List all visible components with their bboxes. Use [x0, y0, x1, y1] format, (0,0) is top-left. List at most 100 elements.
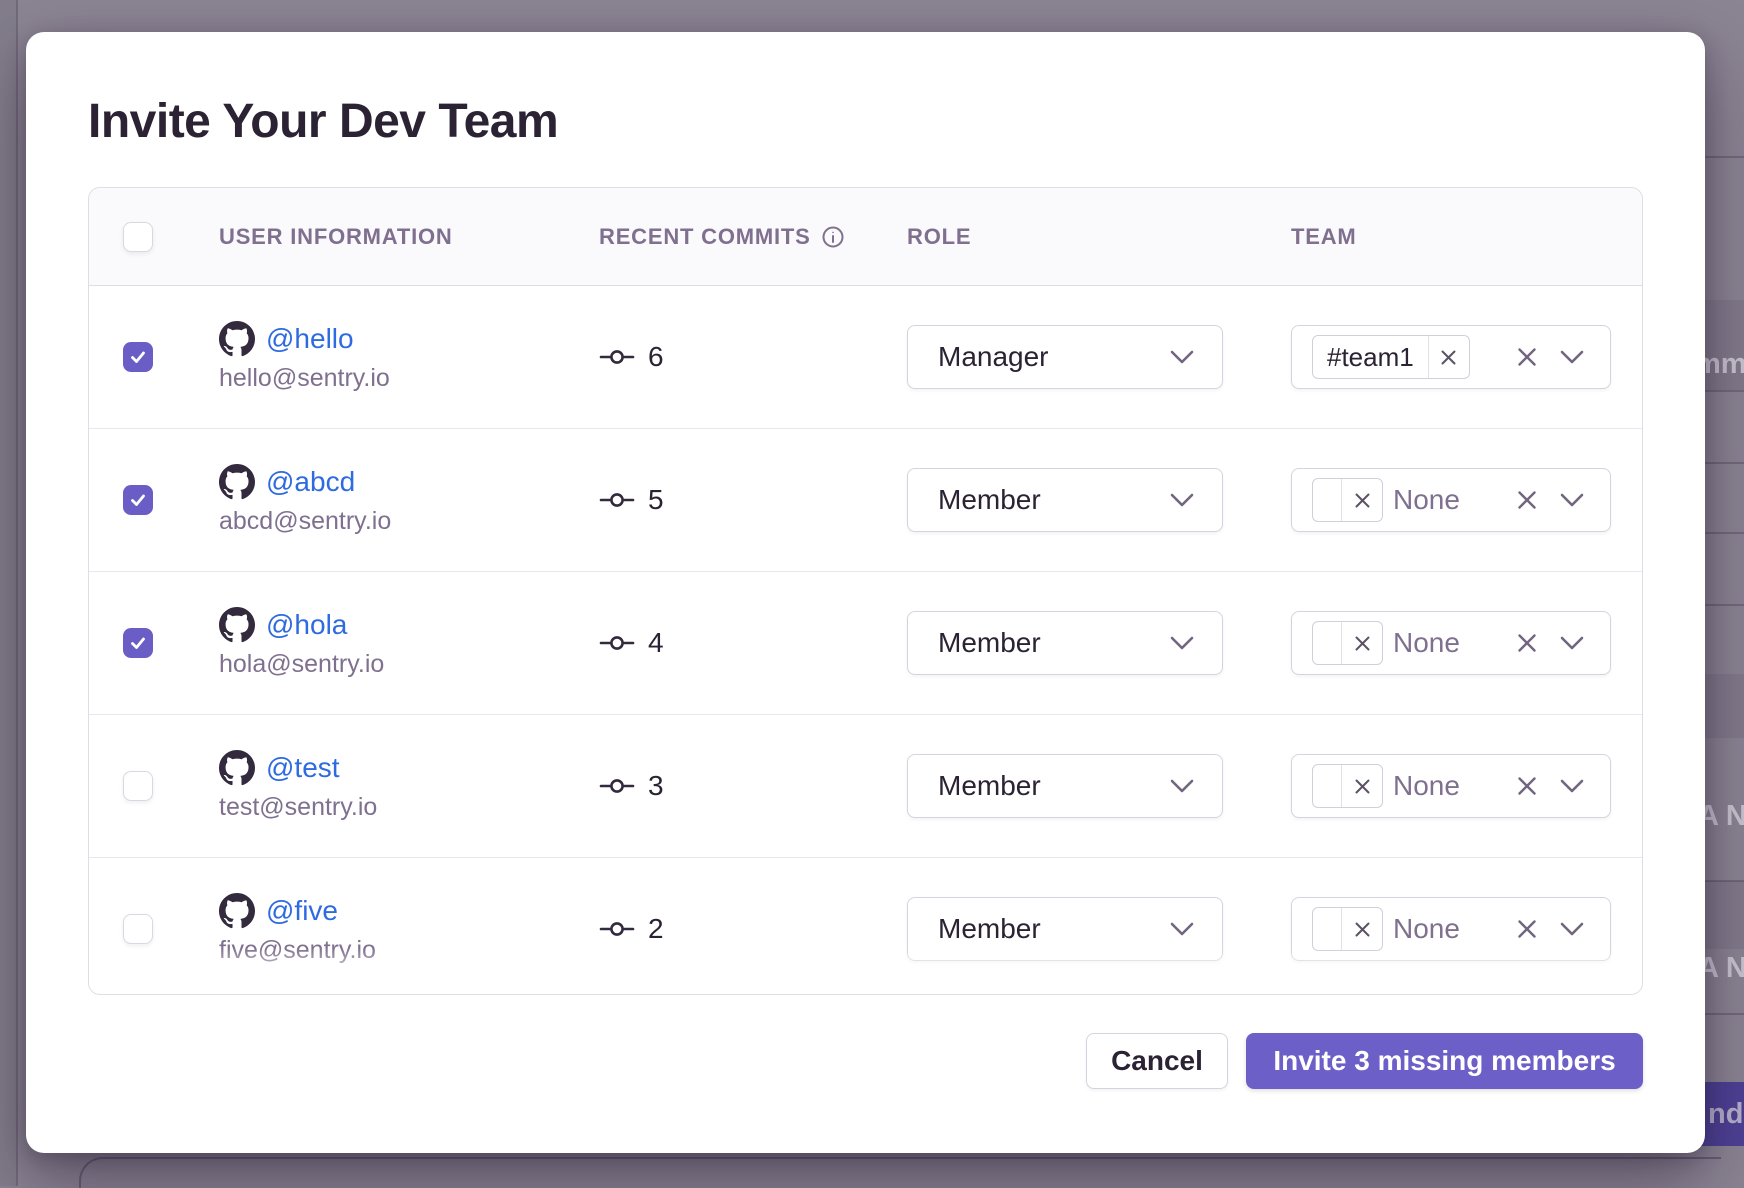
- recent-commits-cell: 6: [599, 341, 907, 373]
- cancel-button[interactable]: Cancel: [1086, 1033, 1228, 1089]
- backdrop-line: [1696, 390, 1744, 392]
- user-information-cell: @hola hola@sentry.io: [219, 607, 599, 679]
- github-username-link[interactable]: @five: [266, 895, 338, 926]
- team-selected-value: None: [1393, 913, 1460, 944]
- clear-team-button[interactable]: [1516, 632, 1538, 654]
- x-icon: [1355, 636, 1369, 650]
- x-icon: [1355, 779, 1369, 793]
- backdrop-left-strip: [0, 0, 16, 1186]
- github-username-link[interactable]: @hello: [266, 323, 354, 354]
- column-header-label: RECENT COMMITS: [599, 223, 811, 249]
- github-icon: [219, 321, 255, 357]
- commit-count: 6: [648, 341, 664, 372]
- github-username-link[interactable]: @hola: [266, 609, 348, 640]
- x-icon: [1355, 493, 1369, 507]
- git-commit-icon: [599, 493, 635, 507]
- remove-team-tag-button[interactable]: [1341, 479, 1382, 521]
- github-icon: [219, 750, 255, 786]
- row-checkbox-cell: [89, 771, 219, 801]
- recent-commits-cell: 4: [599, 627, 907, 659]
- team-select[interactable]: None: [1291, 468, 1611, 532]
- column-header-label: ROLE: [907, 223, 972, 249]
- role-select[interactable]: Member: [907, 754, 1223, 818]
- github-username-link[interactable]: @abcd: [266, 466, 356, 497]
- github-icon: [219, 464, 255, 500]
- x-icon: [1355, 922, 1369, 936]
- role-select[interactable]: Member: [907, 897, 1223, 961]
- role-select[interactable]: Manager: [907, 325, 1223, 389]
- row-checkbox[interactable]: [123, 914, 153, 944]
- role-selected-value: Manager: [938, 341, 1049, 372]
- user-email: test@sentry.io: [219, 793, 378, 821]
- team-cell: None: [1291, 897, 1642, 961]
- github-icon: [219, 893, 255, 929]
- role-selected-value: Member: [938, 484, 1041, 515]
- clear-team-button[interactable]: [1516, 489, 1538, 511]
- row-checkbox-cell: [89, 628, 219, 658]
- clear-team-button[interactable]: [1516, 346, 1538, 368]
- x-icon: [1518, 491, 1536, 509]
- chevron-down-icon: [1560, 350, 1584, 364]
- role-select[interactable]: Member: [907, 611, 1223, 675]
- team-select[interactable]: #team1: [1291, 325, 1611, 389]
- chevron-down-icon: [1560, 922, 1584, 936]
- row-checkbox[interactable]: [123, 628, 153, 658]
- git-commit-icon: [599, 350, 635, 364]
- backdrop-line: [1696, 880, 1744, 882]
- row-checkbox[interactable]: [123, 342, 153, 372]
- backdrop-text-fragment: A No: [1698, 952, 1744, 984]
- invite-members-table: USER INFORMATION RECENT COMMITS ROLE TEA…: [88, 187, 1643, 995]
- git-commit-icon: [599, 922, 635, 936]
- remove-team-tag-button[interactable]: [1341, 908, 1382, 950]
- team-select[interactable]: None: [1291, 897, 1611, 961]
- backdrop-line: [1696, 462, 1744, 464]
- row-checkbox-cell: [89, 914, 219, 944]
- row-checkbox[interactable]: [123, 485, 153, 515]
- table-row: @test test@sentry.io 3 Member: [89, 715, 1642, 858]
- backdrop-text-fragment: A No: [1698, 800, 1744, 832]
- backdrop-line: [1696, 1013, 1744, 1015]
- role-cell: Manager: [907, 325, 1291, 389]
- backdrop-line: [1700, 156, 1744, 158]
- x-icon: [1518, 634, 1536, 652]
- team-select[interactable]: None: [1291, 754, 1611, 818]
- role-cell: Member: [907, 468, 1291, 532]
- backdrop-button-text: nd: [1708, 1097, 1744, 1130]
- git-commit-icon: [599, 636, 635, 650]
- team-select[interactable]: None: [1291, 611, 1611, 675]
- row-checkbox[interactable]: [123, 771, 153, 801]
- chevron-down-icon: [1170, 636, 1194, 650]
- backdrop-cropped-button: nd: [1700, 1082, 1744, 1146]
- column-header-label: TEAM: [1291, 223, 1357, 249]
- select-all-checkbox[interactable]: [123, 221, 153, 252]
- role-select[interactable]: Member: [907, 468, 1223, 532]
- team-tag: [1312, 907, 1383, 951]
- clear-team-button[interactable]: [1516, 918, 1538, 940]
- row-checkbox-cell: [89, 342, 219, 372]
- column-header-recent-commits: RECENT COMMITS: [599, 224, 907, 250]
- remove-team-tag-button[interactable]: [1427, 336, 1469, 378]
- team-cell: None: [1291, 754, 1642, 818]
- backdrop-line: [1696, 604, 1744, 606]
- column-header-label: USER INFORMATION: [219, 223, 453, 249]
- user-email: five@sentry.io: [219, 936, 376, 964]
- info-circle-icon[interactable]: [821, 225, 845, 249]
- recent-commits-cell: 3: [599, 770, 907, 802]
- remove-team-tag-button[interactable]: [1341, 622, 1382, 664]
- invite-button[interactable]: Invite 3 missing members: [1246, 1033, 1643, 1089]
- team-cell: None: [1291, 468, 1642, 532]
- clear-team-button[interactable]: [1516, 775, 1538, 797]
- remove-team-tag-button[interactable]: [1341, 765, 1382, 807]
- team-tag: [1312, 621, 1383, 665]
- github-icon: [219, 607, 255, 643]
- team-tag: [1312, 764, 1383, 808]
- role-cell: Member: [907, 611, 1291, 675]
- github-username-link[interactable]: @test: [266, 752, 340, 783]
- commit-count: 3: [648, 770, 664, 801]
- role-selected-value: Member: [938, 770, 1041, 801]
- chevron-down-icon: [1170, 779, 1194, 793]
- table-row: @hola hola@sentry.io 4 Member: [89, 572, 1642, 715]
- table-header-row: USER INFORMATION RECENT COMMITS ROLE TEA…: [89, 188, 1642, 286]
- role-cell: Member: [907, 754, 1291, 818]
- x-icon: [1518, 920, 1536, 938]
